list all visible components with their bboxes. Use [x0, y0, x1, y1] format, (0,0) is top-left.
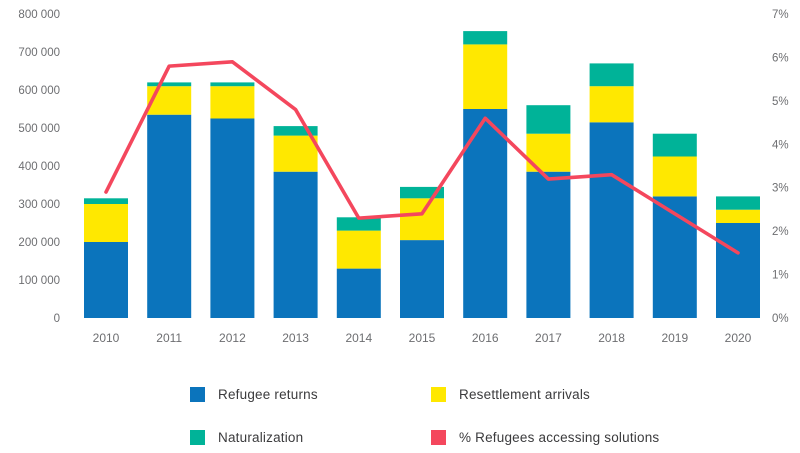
right-axis-tick-label: 4% — [772, 139, 789, 151]
bar-segment-2013 — [273, 135, 318, 172]
legend-item-refugee-returns: Refugee returns — [190, 386, 318, 402]
bar-segment-2020 — [716, 209, 760, 223]
percent-solutions-trend-line — [104, 59, 740, 255]
right-axis-tick-label: 2% — [772, 226, 789, 238]
bar-segment-2020 — [716, 196, 760, 210]
left-axis-tick-label: 200 000 — [18, 237, 60, 249]
bar-segment-2010 — [84, 204, 128, 242]
legend-label-resettlement-arrivals: Resettlement arrivals — [459, 386, 590, 402]
x-axis-label-2011: 2011 — [156, 331, 182, 345]
left-axis-tick-label: 700 000 — [18, 47, 60, 59]
bar-segment-2016 — [463, 109, 508, 318]
x-axis-label-2013: 2013 — [282, 331, 309, 345]
bar-segment-2019 — [652, 196, 697, 318]
right-axis-tick-label: 3% — [772, 183, 789, 195]
x-axis-label-2016: 2016 — [472, 331, 499, 345]
x-axis-label-2010: 2010 — [93, 331, 120, 345]
x-axis-label-2017: 2017 — [535, 331, 562, 345]
bar-segment-2013 — [273, 126, 318, 136]
right-axis-tick-label: 1% — [772, 270, 789, 282]
bar-segment-2011 — [147, 114, 192, 318]
bar-segment-2017 — [526, 105, 571, 134]
bar-segment-2014 — [336, 217, 381, 231]
x-axis-label-2012: 2012 — [219, 331, 246, 345]
stacked-bar-line-combo-chart: 800 000 700 000 600 000 500 000 400 000 300 0… — [18, 9, 789, 345]
right-axis-tick-label: 7% — [772, 9, 789, 21]
legend-item-resettlement-arrivals: Resettlement arrivals — [431, 386, 590, 402]
legend-label-naturalization: Naturalization — [218, 429, 304, 445]
bar-segment-2016 — [463, 44, 508, 109]
bar-segment-2011 — [147, 82, 192, 87]
left-axis-tick-label: 500 000 — [18, 123, 60, 135]
bar-segment-2017 — [526, 171, 571, 318]
bar-segment-2012 — [210, 82, 255, 87]
x-axis-label-2019: 2019 — [661, 331, 688, 345]
bar-segment-2012 — [210, 86, 255, 119]
left-axis-tick-label: 300 000 — [18, 199, 60, 211]
bar-segment-2019 — [652, 133, 697, 157]
bar-segment-2020 — [716, 223, 760, 318]
left-axis-tick-label: 400 000 — [18, 161, 60, 173]
legend-swatch-percent-solutions — [431, 429, 446, 445]
right-axis-tick-label: 0% — [772, 313, 789, 325]
left-axis-tick-label: 100 000 — [18, 275, 60, 287]
bar-segment-2014 — [336, 268, 381, 318]
legend-swatch-naturalization — [190, 429, 205, 445]
bar-segment-2018 — [589, 63, 634, 87]
bar-segment-2014 — [336, 230, 381, 269]
x-axis-label-2018: 2018 — [598, 331, 625, 345]
x-axis-label-2014: 2014 — [345, 331, 372, 345]
bar-segment-2016 — [463, 31, 508, 45]
left-axis-tick-label: 600 000 — [18, 85, 60, 97]
bar-segment-2015 — [400, 186, 444, 199]
bar-segment-2018 — [589, 122, 634, 318]
bar-segment-2019 — [652, 156, 697, 197]
bar-segment-2010 — [84, 198, 128, 204]
x-axis-label-2020: 2020 — [725, 331, 752, 345]
left-axis-tick-label: 800 000 — [18, 9, 60, 21]
left-axis-tick-label: 0 — [54, 313, 60, 325]
bar-segment-2011 — [147, 86, 192, 115]
legend-item-naturalization: Naturalization — [190, 429, 303, 445]
right-axis-tick-label: 6% — [772, 52, 789, 64]
chart-legend: Refugee returns Resettlement arrivals Na… — [0, 360, 800, 453]
legend-swatch-resettlement-arrivals — [431, 386, 446, 402]
bar-segment-2010 — [84, 242, 128, 318]
legend-item-percent-solutions: % Refugees accessing solutions — [431, 429, 659, 445]
bar-segment-2018 — [589, 86, 634, 123]
legend-swatch-refugee-returns — [190, 386, 205, 402]
legend-label-percent-solutions: % Refugees accessing solutions — [459, 429, 660, 445]
bar-segment-2015 — [400, 240, 444, 318]
bar-segment-2015 — [400, 198, 444, 241]
bar-segment-2013 — [273, 171, 318, 318]
right-axis-tick-label: 5% — [772, 96, 789, 108]
x-axis-label-2015: 2015 — [409, 331, 436, 345]
bar-segment-2012 — [210, 118, 255, 318]
legend-label-refugee-returns: Refugee returns — [218, 386, 318, 402]
